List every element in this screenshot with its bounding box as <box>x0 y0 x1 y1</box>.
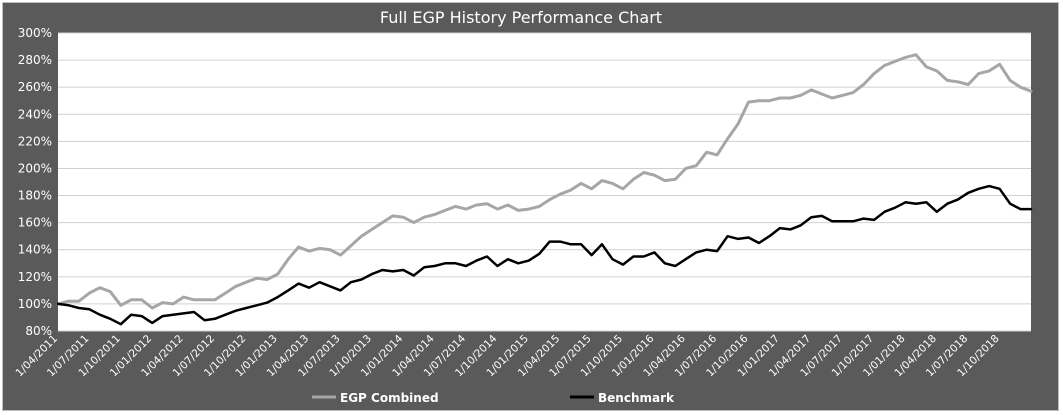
y-tick-label: 160% <box>18 216 52 230</box>
y-tick-label: 100% <box>18 297 52 311</box>
y-tick-label: 80% <box>25 324 52 338</box>
y-tick-label: 220% <box>18 134 52 148</box>
series-line-benchmark <box>56 184 1033 326</box>
y-tick-label: 120% <box>18 270 52 284</box>
chart-title: Full EGP History Performance Chart <box>380 8 662 27</box>
x-axis: 1/04/20111/07/20111/10/20111/01/20121/04… <box>14 332 1002 379</box>
y-tick-label: 200% <box>18 161 52 175</box>
y-axis: 300% 280% 260% 240% 220% 200% 180% 160% 140% 120%… <box>18 26 52 338</box>
y-tick-label: 260% <box>18 80 52 94</box>
y-tick-label: 180% <box>18 189 52 203</box>
y-tick-label: 280% <box>18 53 52 67</box>
legend-label: EGP Combined <box>340 391 439 405</box>
plot-area <box>58 33 1031 331</box>
legend-label: Benchmark <box>598 391 675 405</box>
grid <box>58 32 1031 332</box>
legend: EGP Combined Benchmark <box>312 391 675 405</box>
y-tick-label: 240% <box>18 107 52 121</box>
y-tick-label: 140% <box>18 243 52 257</box>
series-layer <box>56 53 1033 326</box>
series-line-egp-combined <box>56 53 1033 310</box>
y-tick-label: 300% <box>18 26 52 40</box>
